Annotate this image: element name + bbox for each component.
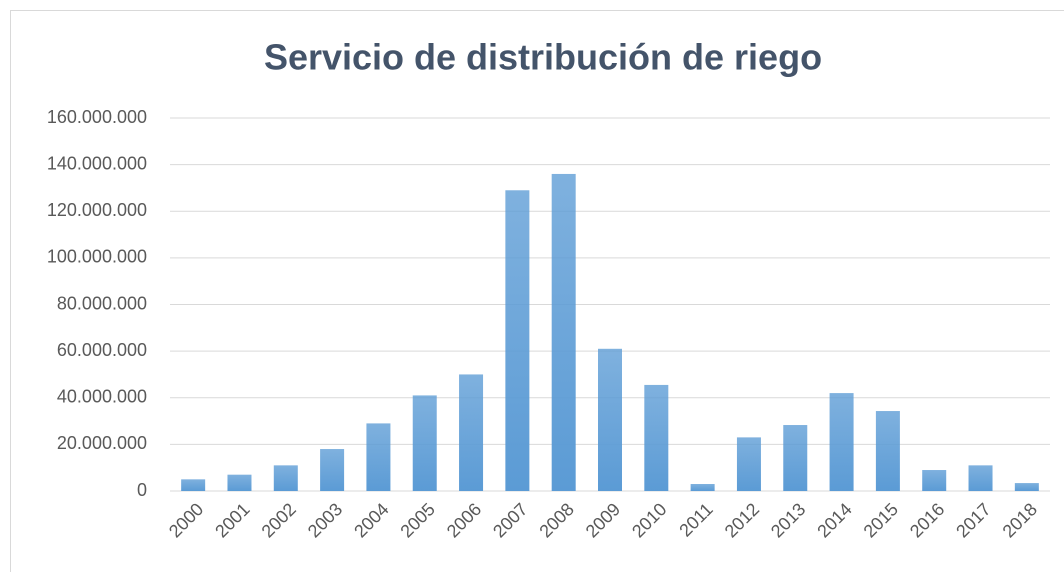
y-tick-label: 60.000.000 <box>57 340 147 360</box>
x-tick-label: 2014 <box>813 499 855 541</box>
bar <box>505 190 530 492</box>
y-tick-label: 80.000.000 <box>57 293 147 313</box>
x-tick-label: 2012 <box>721 499 763 541</box>
bar <box>551 173 576 491</box>
x-tick-label: 2002 <box>258 499 300 541</box>
x-tick-label: 2016 <box>906 499 948 541</box>
bar <box>181 479 206 491</box>
bar <box>273 465 298 491</box>
x-tick-label: 2017 <box>952 499 994 541</box>
x-tick-label: 2008 <box>535 499 577 541</box>
y-tick-label: 0 <box>137 480 147 500</box>
bar <box>644 384 669 491</box>
bar <box>598 348 622 491</box>
bar <box>1014 483 1039 491</box>
bar <box>459 374 484 491</box>
x-tick-label: 2018 <box>999 499 1041 541</box>
x-tick-label: 2010 <box>628 499 670 541</box>
bar <box>922 470 947 491</box>
x-tick-label: 2005 <box>396 499 438 541</box>
x-tick-label: 2001 <box>211 499 253 541</box>
y-tick-label: 20.000.000 <box>57 433 147 453</box>
x-tick-label: 2000 <box>165 499 207 541</box>
bar <box>412 395 437 491</box>
chart-frame <box>10 10 1064 572</box>
bar <box>366 423 391 491</box>
y-tick-label: 40.000.000 <box>57 387 147 407</box>
bar <box>227 474 252 491</box>
bar <box>829 393 854 491</box>
chart-title: Servicio de distribución de riego <box>264 37 822 78</box>
x-tick-label: 2009 <box>582 499 624 541</box>
x-tick-label: 2004 <box>350 499 392 541</box>
y-tick-label: 160.000.000 <box>47 107 147 127</box>
bar <box>320 449 345 491</box>
x-tick-label: 2013 <box>767 499 809 541</box>
bar <box>783 425 808 491</box>
x-tick-label: 2006 <box>443 499 485 541</box>
y-tick-label: 100.000.000 <box>47 247 147 267</box>
x-tick-label: 2015 <box>860 499 902 541</box>
y-tick-label: 140.000.000 <box>47 153 147 173</box>
y-tick-label: 120.000.000 <box>47 200 147 220</box>
bar <box>736 437 761 491</box>
x-tick-label: 2007 <box>489 499 531 541</box>
bar <box>690 484 715 491</box>
x-tick-label: 2011 <box>675 499 717 541</box>
bar <box>968 465 993 491</box>
bar <box>875 411 900 491</box>
x-tick-label: 2003 <box>304 499 346 541</box>
